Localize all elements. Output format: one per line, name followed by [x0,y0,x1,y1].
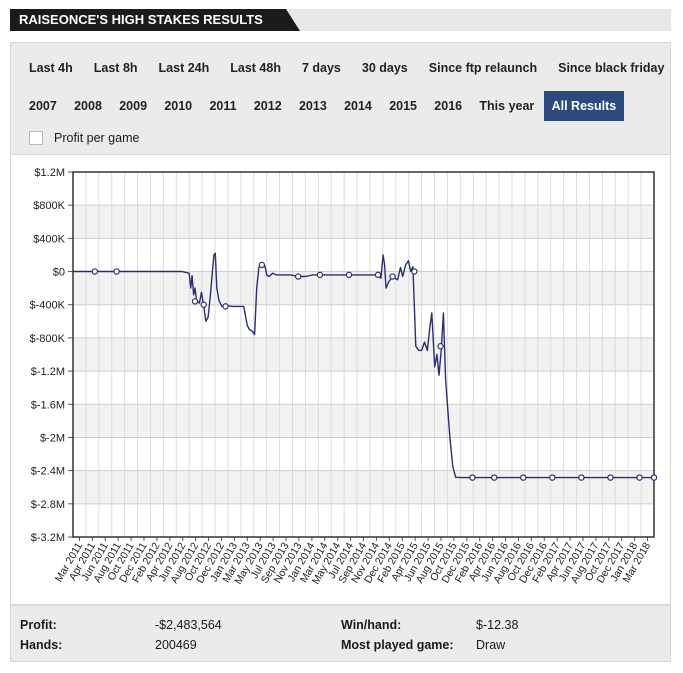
data-point [191,298,199,305]
data-point [222,303,229,310]
page-title: RAISEONCE'S HIGH STAKES RESULTS [10,9,300,31]
most-played-label: Most played game: [341,638,454,652]
data-point [91,268,98,275]
data-point [491,474,498,481]
filter-last-8h[interactable]: Last 8h [93,61,138,75]
y-tick-label: $-2.4M [31,466,65,478]
filter-2014[interactable]: 2014 [344,99,372,113]
filter-2016[interactable]: 2016 [434,99,463,113]
filter-panel: Last 4h Last 8h Last 24h Last 48h 7 days 30 d… [10,42,671,155]
filter-7-days[interactable]: 7 days [301,61,341,75]
filter-this-year[interactable]: This year [479,99,535,113]
filter-2012[interactable]: 2012 [253,99,282,113]
stats-panel: Profit: -$2,483,564 Hands: 200469 Win/ha… [10,605,671,662]
data-point [113,268,120,275]
data-point [294,273,302,280]
filter-2013[interactable]: 2013 [298,99,327,113]
y-tick-label: $-800K [30,333,66,345]
y-tick-label: $-2.8M [31,499,65,511]
data-point [258,261,266,269]
hands-label: Hands: [20,638,63,652]
year-filter-row: 2007 2008 2009 2010 2011 2012 2013 2014 2015 2016… [21,91,626,121]
data-point [520,474,527,481]
chart-band [73,404,654,438]
profit-per-game-label: Profit per game [54,131,140,145]
profit-value: -$2,483,564 [155,618,222,632]
profit-per-game-checkbox[interactable] [29,131,43,145]
data-point [469,474,476,481]
y-tick-label: $-3.2M [31,532,65,544]
filter-last-24h[interactable]: Last 24h [158,61,210,75]
filter-2009[interactable]: 2009 [119,99,148,113]
filter-since-black-friday[interactable]: Since black friday [558,61,665,75]
profit-line-chart: $1.2M $800K $400K $0 $-400K $-800K $-1.2M $-1.6… [30,167,658,586]
data-point [578,474,585,481]
y-tick-label: $0 [53,267,65,279]
chart-container: $1.2M $800K $400K $0 $-400K $-800K $-1.2M $-1.6… [10,155,671,605]
hands-value: 200469 [155,638,197,652]
filter-2007[interactable]: 2007 [29,99,57,113]
filter-30-days[interactable]: 30 days [361,61,408,75]
y-tick-label: $1.2M [34,167,65,179]
filter-last-48h[interactable]: Last 48h [230,61,281,75]
data-point [607,474,614,481]
filter-2010[interactable]: 2010 [164,99,193,113]
filter-2015[interactable]: 2015 [389,99,417,113]
data-point [374,271,382,279]
chart-band [73,470,654,504]
y-tick-label: $-1.6M [31,399,65,411]
chart-band [73,271,654,305]
chart-band [73,205,654,239]
data-point [316,271,324,279]
data-point [345,271,353,279]
y-tick-label: $800K [33,200,65,212]
data-point [389,273,396,280]
data-point [650,474,658,481]
data-point [549,474,556,481]
most-played-value: Draw [476,638,506,652]
y-tick-label: $400K [33,233,65,245]
filter-2008[interactable]: 2008 [74,99,102,113]
profit-per-game-toggle[interactable]: Profit per game [29,131,139,145]
y-tick-label: $-1.2M [31,366,65,378]
filter-2011[interactable]: 2011 [209,99,237,113]
filter-since-ftp-relaunch[interactable]: Since ftp relaunch [428,61,538,75]
profit-label: Profit: [20,618,57,632]
win-per-hand-label: Win/hand: [341,618,402,632]
data-point [411,268,418,275]
win-per-hand-value: $-12.38 [476,618,519,632]
y-tick-label: $-400K [30,300,66,312]
data-point [636,474,643,481]
data-point [437,343,444,350]
time-filter-row: Last 4h Last 8h Last 24h Last 48h 7 days 30 d… [21,53,677,83]
filter-all-results[interactable]: All Results [543,91,625,121]
filter-last-4h[interactable]: Last 4h [29,61,73,75]
y-tick-label: $-2M [40,432,65,444]
chart-band [73,337,654,372]
plot-border [72,171,655,538]
data-point [200,301,207,308]
